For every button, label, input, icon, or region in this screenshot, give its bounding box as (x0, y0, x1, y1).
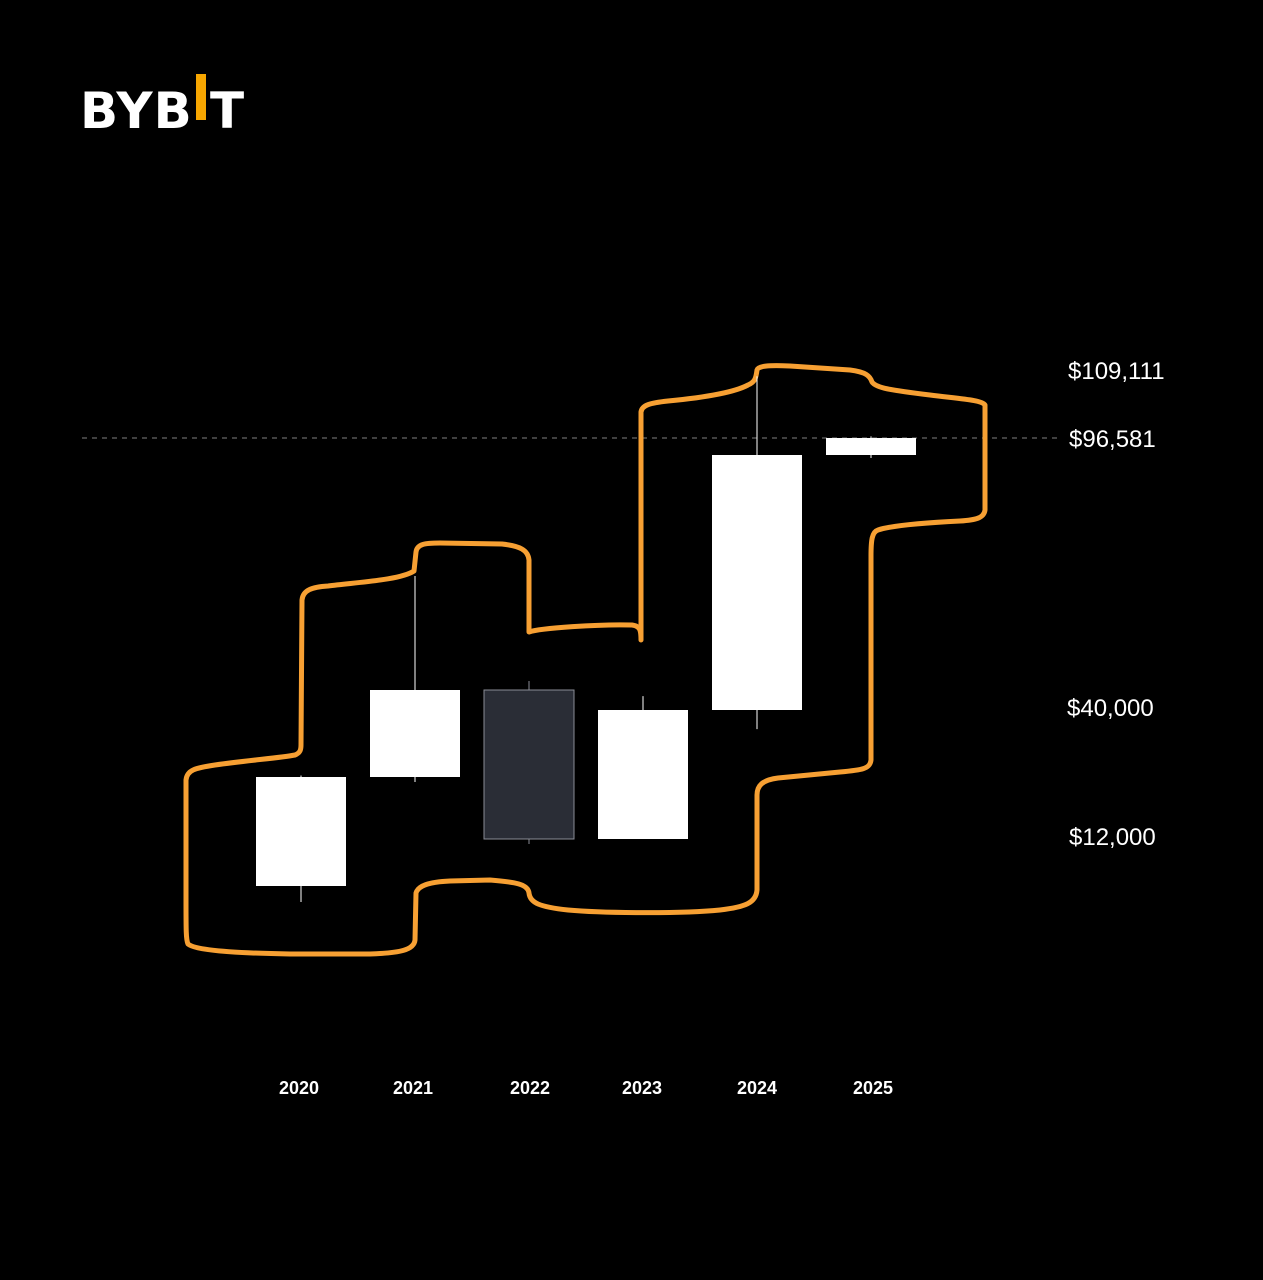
candle-body-2022 (483, 689, 575, 840)
candle-body-2025 (826, 438, 916, 455)
price-label-96581: $96,581 (1069, 426, 1156, 453)
orange-outline (183, 363, 988, 957)
year-label-2024: 2024 (737, 1078, 777, 1098)
year-label-2021: 2021 (393, 1078, 433, 1098)
year-label-2020: 2020 (279, 1078, 319, 1098)
candle-body-2023 (598, 710, 688, 839)
price-label-40000: $40,000 (1067, 695, 1154, 722)
candle-body-2024 (712, 455, 802, 710)
candle-body-2020 (256, 777, 346, 886)
candle-body-2021 (370, 690, 460, 777)
year-label-2025: 2025 (853, 1078, 893, 1098)
logo-text-right: T (210, 82, 245, 140)
bybit-logo: BYB T (80, 74, 245, 140)
price-label-12000: $12,000 (1069, 824, 1156, 851)
candles-group (256, 376, 916, 902)
logo-text-left: BYB (80, 82, 193, 140)
year-label-2023: 2023 (622, 1078, 662, 1098)
logo-i-bar (196, 74, 206, 120)
year-label-2022: 2022 (510, 1078, 550, 1098)
price-label-109111: $109,111 (1068, 358, 1165, 385)
